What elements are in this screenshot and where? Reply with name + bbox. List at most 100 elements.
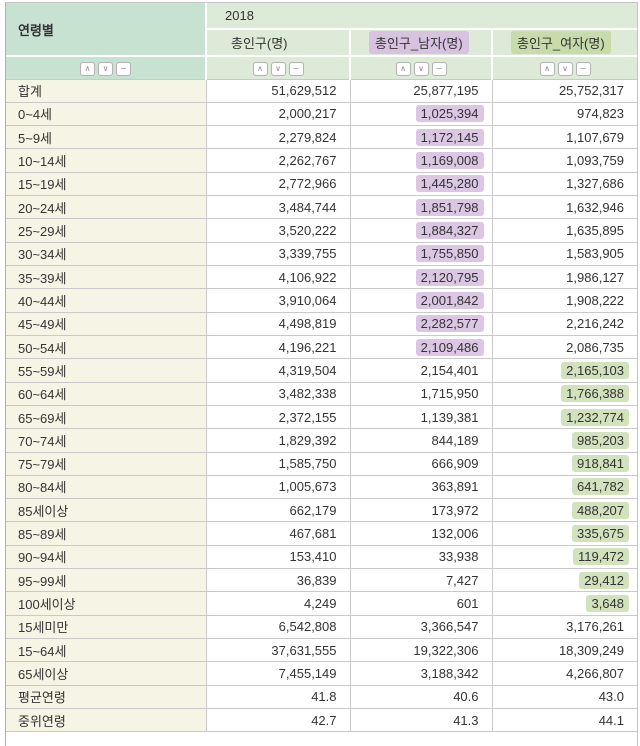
- cell-total-population: 2,000,217: [206, 102, 351, 127]
- cell-value: 918,841: [572, 455, 630, 473]
- cell-male-population: 1,445,280: [350, 172, 493, 197]
- row-header-age-group: 65~69세: [6, 405, 207, 430]
- column-header-total-population: 총인구(명): [206, 29, 351, 57]
- cell-total-population: 1,585,750: [206, 452, 351, 476]
- row-header-age-group: 40~44세: [6, 288, 207, 313]
- sort-cell-female: ∧ ∨ −: [492, 56, 638, 80]
- cell-female-population: 1,908,222: [492, 288, 638, 313]
- sort-ascending-button[interactable]: ∧: [252, 62, 268, 77]
- row-header-label: 70~74세: [18, 433, 67, 449]
- cell-value: 1,327,686: [566, 176, 625, 192]
- table-row: 30~34세 3,339,755 1,755,850 1,583,905: [6, 242, 638, 267]
- cell-total-population: 3,482,338: [206, 382, 351, 406]
- cell-male-population: 2,120,795: [350, 265, 493, 290]
- table-row: 65세이상 7,455,149 3,188,342 4,266,807: [6, 661, 638, 686]
- column-header-male-label: 총인구_남자(명): [369, 31, 469, 54]
- table-row: 15~64세 37,631,555 19,322,306 18,309,249: [6, 638, 638, 663]
- cell-value: 3,176,261: [566, 619, 625, 635]
- sort-descending-button[interactable]: ∨: [413, 62, 429, 77]
- cell-male-population: 7,427: [350, 568, 493, 593]
- sort-ascending-button[interactable]: ∧: [539, 62, 555, 77]
- corner-header-label: 연령별: [18, 22, 54, 38]
- sort-clear-button[interactable]: −: [288, 62, 304, 77]
- cell-total-population: 36,839: [206, 568, 351, 593]
- table-row: 중위연령 42.7 41.3 44.1: [6, 708, 638, 733]
- cell-value: 1,005,673: [278, 479, 337, 495]
- sort-controls-age-group: ∧ ∨ −: [80, 62, 131, 77]
- cell-total-population: 153,410: [206, 545, 351, 570]
- cell-value: 3,484,744: [278, 199, 337, 215]
- row-header-label: 90~94세: [18, 550, 67, 566]
- cell-male-population: 1,884,327: [350, 218, 493, 243]
- row-header-label: 85세이상: [18, 503, 69, 519]
- table-row: 15~19세 2,772,966 1,445,280 1,327,686: [6, 172, 638, 197]
- cell-male-population: 1,025,394: [350, 102, 493, 127]
- cell-female-population: 1,327,686: [492, 172, 638, 197]
- cell-value: 2,154,401: [420, 362, 479, 378]
- cell-female-population: 1,766,388: [492, 382, 638, 406]
- table-row: 45~49세 4,498,819 2,282,577 2,216,242: [6, 312, 638, 336]
- cell-female-population: 1,635,895: [492, 218, 638, 243]
- cell-male-population: 1,715,950: [350, 382, 493, 406]
- row-header-label: 합계: [18, 84, 42, 100]
- cell-female-population: 43.0: [492, 685, 638, 709]
- row-header-age-group: 0~4세: [6, 102, 207, 127]
- cell-value: 2,120,795: [415, 268, 484, 286]
- cell-value: 4,319,504: [278, 362, 337, 378]
- cell-value: 3,520,222: [278, 223, 337, 239]
- row-header-age-group: 25~29세: [6, 218, 207, 243]
- cell-value: 2,165,103: [561, 361, 630, 379]
- row-header-age-group: 중위연령: [6, 708, 207, 733]
- cell-value: 2,109,486: [415, 338, 484, 356]
- cell-value: 4,106,922: [278, 269, 337, 285]
- cell-male-population: 33,938: [350, 545, 493, 570]
- row-header-age-group: 15~19세: [6, 172, 207, 197]
- table-row: 10~14세 2,262,767 1,169,008 1,093,759: [6, 148, 638, 173]
- cell-value: 1,632,946: [566, 199, 625, 215]
- row-header-label: 25~29세: [18, 224, 67, 240]
- sort-descending-button[interactable]: ∨: [557, 62, 573, 77]
- cell-value: 2,086,735: [566, 339, 625, 355]
- sort-controls-male: ∧ ∨ −: [395, 62, 447, 77]
- cell-male-population: 40.6: [350, 685, 493, 709]
- cell-value: 3,188,342: [420, 665, 479, 681]
- cell-value: 4,249: [303, 596, 337, 612]
- cell-total-population: 7,455,149: [206, 661, 351, 686]
- column-header-female-label: 총인구_여자(명): [511, 31, 611, 54]
- cell-value: 2,001,842: [415, 291, 484, 309]
- sort-ascending-button[interactable]: ∧: [80, 62, 95, 77]
- row-header-age-group: 30~34세: [6, 242, 207, 267]
- cell-value: 4,196,221: [278, 339, 337, 355]
- cell-total-population: 4,196,221: [206, 335, 351, 360]
- cell-total-population: 3,910,064: [206, 288, 351, 313]
- row-header-age-group: 35~39세: [6, 265, 207, 290]
- row-header-label: 10~14세: [18, 154, 67, 170]
- cell-value: 119,472: [572, 548, 630, 566]
- cell-female-population: 2,086,735: [492, 335, 638, 360]
- sort-descending-button[interactable]: ∨: [98, 62, 113, 77]
- cell-female-population: 974,823: [492, 102, 638, 127]
- table-row: 65~69세 2,372,155 1,139,381 1,232,774: [6, 405, 638, 430]
- sort-clear-button[interactable]: −: [116, 62, 131, 77]
- sort-descending-button[interactable]: ∨: [270, 62, 286, 77]
- sort-clear-button[interactable]: −: [431, 62, 447, 77]
- row-header-age-group: 85~89세: [6, 521, 207, 546]
- cell-value: 132,006: [431, 526, 479, 542]
- cell-value: 974,823: [577, 106, 625, 122]
- row-header-age-group: 70~74세: [6, 428, 207, 453]
- cell-value: 7,455,149: [278, 665, 337, 681]
- cell-total-population: 3,484,744: [206, 195, 351, 220]
- cell-value: 467,681: [289, 526, 337, 542]
- cell-value: 29,412: [579, 571, 630, 589]
- row-header-label: 중위연령: [18, 713, 66, 729]
- sort-cell-total: ∧ ∨ −: [206, 56, 351, 80]
- sort-clear-button[interactable]: −: [575, 62, 591, 77]
- row-header-label: 30~34세: [18, 247, 67, 263]
- cell-total-population: 2,372,155: [206, 405, 351, 430]
- sort-ascending-button[interactable]: ∧: [395, 62, 411, 77]
- cell-value: 2,282,577: [415, 315, 484, 333]
- cell-total-population: 4,106,922: [206, 265, 351, 290]
- cell-value: 41.8: [311, 689, 337, 705]
- cell-female-population: 641,782: [492, 475, 638, 500]
- table-row: 20~24세 3,484,744 1,851,798 1,632,946: [6, 195, 638, 220]
